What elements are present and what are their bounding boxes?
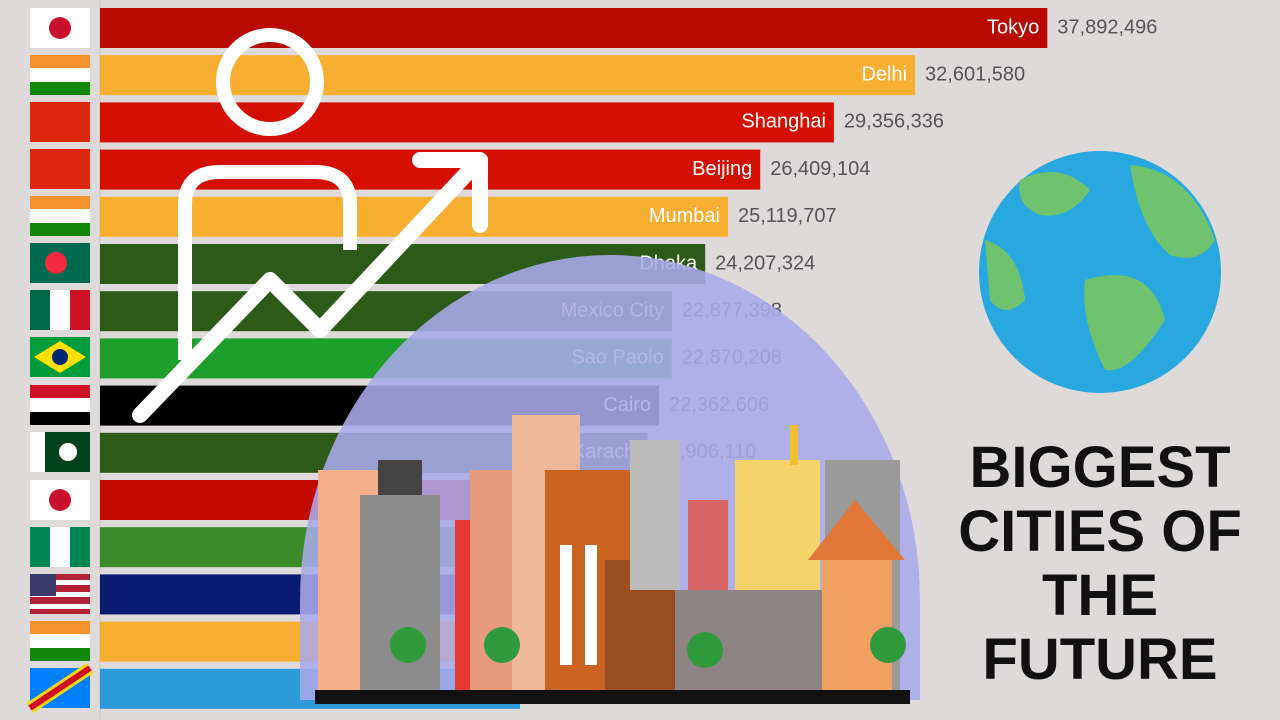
bar-name: Beijing: [692, 158, 752, 180]
illustration: [132, 28, 1221, 704]
value-label: 29,356,336: [844, 111, 944, 133]
bar-name: Delhi: [861, 63, 907, 85]
value-label: 37,892,496: [1057, 16, 1157, 38]
value-label: 24,207,324: [715, 252, 815, 274]
bar-name: Shanghai: [741, 111, 826, 133]
bar-name: Mumbai: [649, 205, 720, 227]
value-label: 32,601,580: [925, 63, 1025, 85]
value-label: 25,119,707: [738, 205, 837, 227]
bar: [100, 55, 916, 96]
title: BIGGEST CITIES OF THE FUTURE: [958, 435, 1242, 692]
bar-name: Tokyo: [987, 16, 1039, 38]
value-label: 26,409,104: [770, 158, 870, 180]
flags: [26, 8, 94, 713]
bar: [100, 102, 834, 143]
